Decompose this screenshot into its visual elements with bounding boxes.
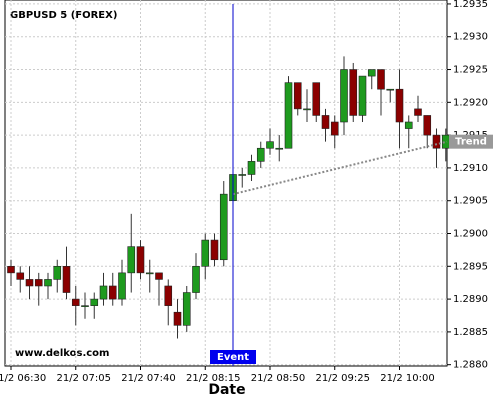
- candle-body: [386, 88, 395, 91]
- y-tick-label: 1.2885: [453, 327, 488, 338]
- candle-body: [349, 69, 358, 116]
- candle-body: [53, 266, 62, 280]
- candle-body: [127, 246, 136, 274]
- candle-body: [182, 292, 191, 326]
- candle-body: [293, 82, 302, 110]
- candle-body: [90, 298, 99, 306]
- candle-body: [219, 193, 228, 261]
- candle-body: [81, 305, 89, 307]
- candle-body: [201, 239, 210, 267]
- candle-body: [358, 75, 367, 116]
- x-tick-label: 21/2 10:00: [380, 373, 434, 384]
- y-tick-label: 1.2880: [453, 360, 488, 371]
- candle-body: [62, 266, 71, 293]
- candle-body: [173, 311, 182, 326]
- y-tick-label: 1.2910: [453, 163, 488, 174]
- candle-body: [395, 88, 404, 123]
- candle-body: [423, 115, 432, 136]
- candle-body: [330, 121, 339, 136]
- candle-body: [266, 141, 274, 149]
- trend-label: Trend: [455, 137, 487, 148]
- candle-body: [367, 69, 376, 77]
- candle-body: [247, 161, 256, 175]
- candle-body: [71, 298, 80, 306]
- candle-body: [192, 266, 200, 293]
- candle-body: [99, 285, 108, 300]
- x-tick-label: 21/2 08:50: [251, 373, 305, 384]
- y-tick-label: 1.2925: [453, 65, 488, 76]
- x-tick-label: 21/2 08:15: [186, 373, 240, 384]
- candle-body: [34, 279, 43, 287]
- candle-body: [7, 266, 15, 274]
- x-tick-label: 21/2 07:05: [57, 373, 111, 384]
- y-tick-label: 1.2930: [453, 32, 488, 43]
- candle-body: [44, 279, 52, 287]
- candle-body: [275, 147, 284, 150]
- y-tick-label: 1.2920: [453, 97, 488, 108]
- x-tick-label: 21/2 09:25: [316, 373, 370, 384]
- candle-body: [108, 285, 117, 300]
- candle-body: [256, 147, 265, 162]
- y-tick-label: 1.2935: [453, 0, 488, 10]
- trend-label-box: [449, 134, 493, 149]
- candle-body: [238, 174, 247, 176]
- candle-body: [25, 279, 34, 287]
- candle-body: [284, 82, 293, 149]
- candle-body: [303, 108, 311, 111]
- x-tick-label: 21/2 07:40: [121, 373, 175, 384]
- watermark: www.delkos.com: [15, 348, 109, 359]
- y-tick-label: 1.2890: [453, 294, 488, 305]
- candle-body: [118, 272, 126, 300]
- y-tick-label: 1.2900: [453, 229, 488, 240]
- event-label: Event: [217, 352, 249, 363]
- candle-body: [377, 69, 385, 90]
- candle-body: [404, 121, 413, 129]
- candle-body: [155, 272, 163, 280]
- trend-line: [232, 140, 448, 196]
- x-tick-label: 21/2 06:30: [0, 373, 46, 384]
- candle-body: [312, 82, 321, 116]
- candle-body: [136, 246, 145, 274]
- candle-body: [321, 115, 330, 129]
- candle-body: [145, 272, 154, 275]
- x-axis-label: Date: [208, 382, 245, 398]
- candle-body: [340, 69, 348, 123]
- candle-body: [432, 134, 441, 149]
- candle-body: [164, 285, 173, 306]
- event-label-box: [210, 350, 256, 364]
- candle-body: [210, 239, 219, 261]
- candle-body: [414, 108, 422, 116]
- y-tick-label: 1.2895: [453, 261, 488, 272]
- chart-title: GBPUSD 5 (FOREX): [10, 10, 117, 21]
- y-tick-label: 1.2905: [453, 196, 488, 207]
- candle-body: [16, 272, 25, 280]
- plot-area: [4, 0, 448, 367]
